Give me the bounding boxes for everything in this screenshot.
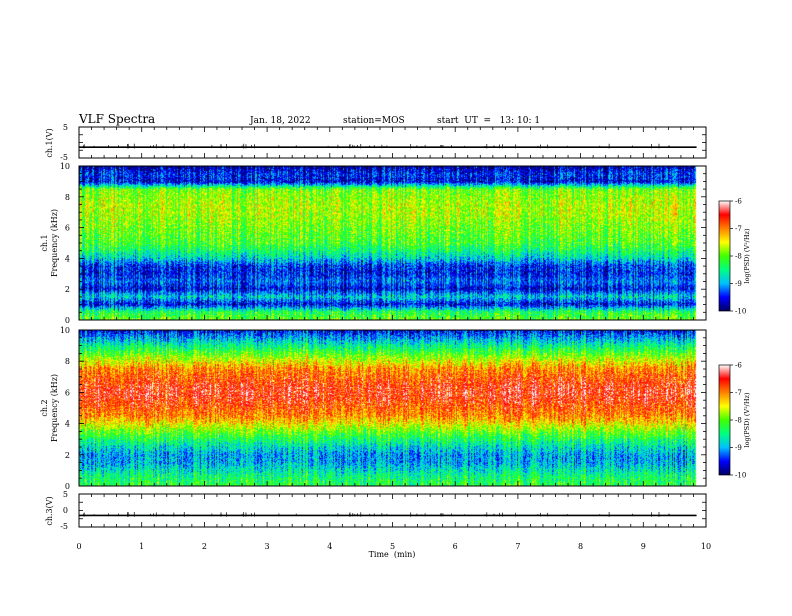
- ch3-waveform-trace: [79, 493, 706, 528]
- time-axis-tick-labels: 0 1 2 3 4 5 6 7 8 9 10: [76, 542, 711, 551]
- colorbar-tick-label: -7: [735, 225, 742, 233]
- y-tick-label: 0: [65, 482, 70, 491]
- ch3-waveform-panel: 5 0 -5 ch.3(V) 0 1 2 3 4 5 6 7 8 9 10 Time (min): [45, 490, 711, 559]
- y-tick-label: 4: [65, 254, 70, 263]
- y-tick-label: 10: [60, 162, 70, 171]
- x-tick-label: 3: [265, 542, 270, 551]
- y-tick-label: 4: [65, 420, 70, 429]
- y-tick-label: 2: [65, 451, 70, 460]
- ch3-ytick-label: 0: [63, 506, 68, 515]
- x-tick-label: 7: [515, 542, 520, 551]
- x-tick-label: 6: [453, 542, 458, 551]
- y-tick-label: 6: [65, 388, 70, 397]
- ch1-ytick-label: -5: [60, 153, 68, 162]
- x-tick-label: 0: [76, 542, 81, 551]
- y-tick-label: 8: [65, 357, 70, 366]
- ch1-waveform-ticks: [78, 127, 707, 158]
- ch2-spectrogram-panel: 0 2 4 6 8 10 ch.2 Frequency (kHz): [40, 326, 707, 491]
- ch1-spectrogram-ylabel: Frequency (kHz): [50, 209, 59, 277]
- ch3-waveform-ticks: [78, 494, 707, 527]
- ch2-colorbar-label: log(PSD) (V²/Hz): [743, 392, 751, 447]
- x-tick-label: 1: [139, 542, 144, 551]
- ch1-waveform-frame: [78, 126, 707, 159]
- ch2-spectrogram-ylabel-channel: ch.2: [40, 399, 49, 416]
- ch3-waveform-frame: [78, 493, 707, 528]
- y-tick-label: 10: [60, 326, 70, 335]
- x-tick-label: 9: [641, 542, 646, 551]
- ch2-spectrogram-ticks: [78, 329, 707, 487]
- ch1-spectrogram-ylabel-channel: ch.1: [40, 234, 49, 251]
- figure-title: VLF Spectra: [78, 112, 155, 126]
- colorbar-tick-label: -6: [735, 362, 742, 370]
- ch1-colorbar-tick-labels: -6 -7 -8 -9 -10: [730, 198, 746, 316]
- ch1-waveform-panel: 5 -5 ch.1(V): [45, 123, 707, 162]
- ch1-spectrogram-image: [79, 166, 706, 320]
- ch1-ytick-label: 5: [63, 123, 68, 132]
- x-tick-label: 8: [578, 542, 583, 551]
- ch1-spectrogram-ticks: [78, 165, 707, 321]
- x-tick-label: 2: [202, 542, 207, 551]
- time-axis-label: Time (min): [369, 550, 416, 559]
- colorbar-tick-label: -8: [735, 417, 742, 425]
- colorbar-tick-label: -10: [735, 308, 746, 316]
- y-tick-label: 0: [65, 316, 70, 325]
- ch1-colorbar: -6 -7 -8 -9 -10 log(PSD) (V²/Hz): [718, 198, 751, 316]
- ch2-spectrogram-ylabel: Frequency (kHz): [50, 374, 59, 442]
- x-tick-label: 10: [701, 542, 711, 551]
- colorbar-tick-label: -9: [735, 444, 742, 452]
- colorbar-tick-label: -10: [735, 472, 746, 480]
- x-tick-label: 4: [327, 542, 332, 551]
- ch3-waveform-ylabel: ch.3(V): [45, 496, 54, 525]
- ch1-spectrogram-ytick-labels: 0 2 4 6 8 10: [60, 162, 70, 325]
- ch2-colorbar: -6 -7 -8 -9 -10 log(PSD) (V²/Hz): [718, 362, 751, 480]
- ch1-spectrogram-panel: 0 2 4 6 8 10 ch.1 Frequency (kHz): [40, 162, 707, 325]
- ch3-ytick-label: 5: [63, 490, 68, 499]
- x-tick-label: 5: [390, 542, 395, 551]
- y-tick-label: 6: [65, 224, 70, 233]
- start-time-label: start UT = 13: 10: 1: [437, 116, 540, 126]
- ch1-waveform-trace: [79, 126, 706, 159]
- colorbar-tick-label: -6: [735, 198, 742, 206]
- ch1-waveform-ylabel: ch.1(V): [45, 128, 54, 157]
- y-tick-label: 8: [65, 193, 70, 202]
- colorbar-tick-label: -9: [735, 280, 742, 288]
- colorbar-tick-label: -7: [735, 389, 742, 397]
- ch2-spectrogram-image: [79, 330, 706, 486]
- ch2-colorbar-scale: [718, 364, 731, 476]
- ch1-colorbar-scale: [718, 200, 731, 312]
- colorbar-tick-label: -8: [735, 253, 742, 261]
- ch3-ytick-label: -5: [60, 522, 68, 531]
- figure-date: Jan. 18, 2022: [249, 116, 311, 126]
- station-label: station=MOS: [343, 116, 405, 126]
- ch2-spectrogram-ytick-labels: 0 2 4 6 8 10: [60, 326, 70, 491]
- ch1-colorbar-label: log(PSD) (V²/Hz): [743, 228, 751, 283]
- y-tick-label: 2: [65, 285, 70, 294]
- ch2-colorbar-tick-labels: -6 -7 -8 -9 -10: [730, 362, 746, 480]
